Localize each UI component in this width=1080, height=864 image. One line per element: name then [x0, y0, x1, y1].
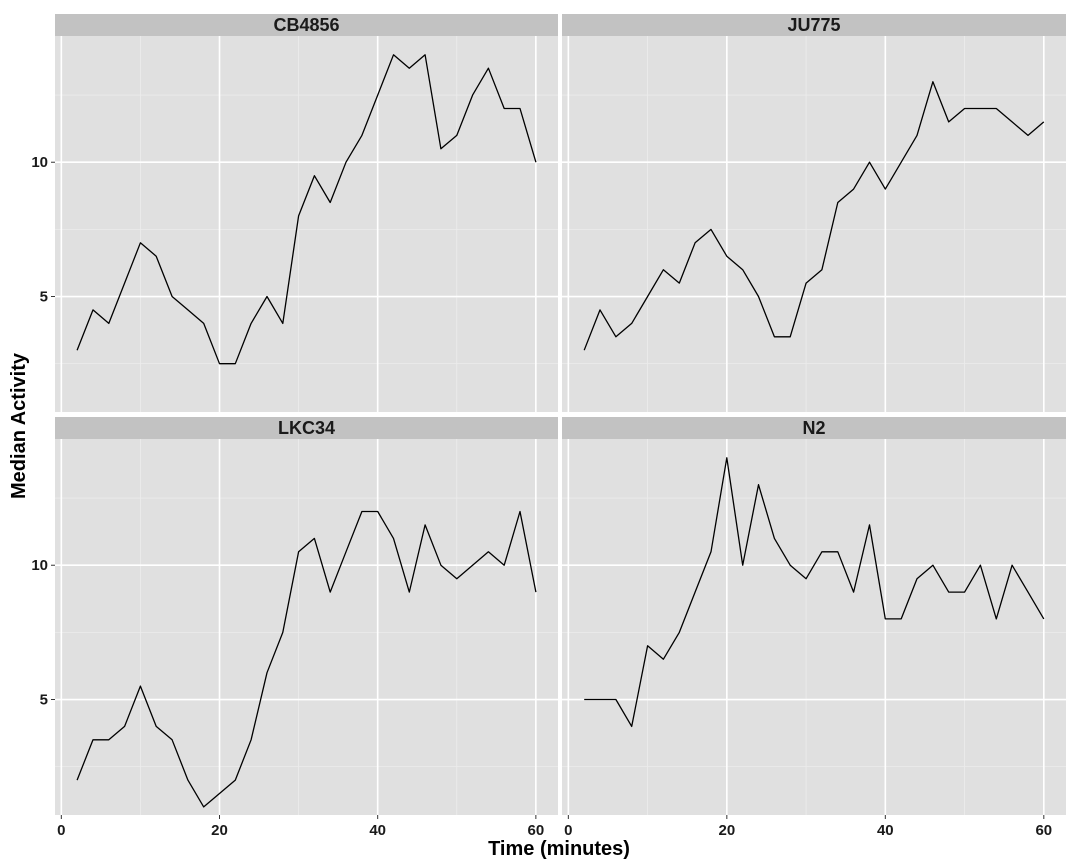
y-axis-title: Median Activity [8, 352, 30, 499]
panel-background [55, 439, 558, 815]
panel-background [562, 36, 1066, 412]
y-tick-label: 5 [40, 289, 48, 306]
series-line-lkc34 [76, 510, 537, 808]
x-tick-label: 40 [877, 822, 894, 839]
facet-n2: N2 0 20 40 60 [562, 417, 1066, 839]
series-line-cb4856 [76, 54, 537, 365]
y-tick-label: 10 [31, 557, 48, 574]
strip-background [562, 417, 1066, 439]
facet-lkc34: LKC34 5 10 0 20 40 60 [31, 417, 558, 839]
x-tick-label: 0 [57, 822, 65, 839]
strip-background [55, 417, 558, 439]
x-tick-label: 20 [211, 822, 228, 839]
strip-background [55, 14, 558, 36]
y-tick-label: 10 [31, 154, 48, 171]
facet-ju775: JU775 [562, 14, 1066, 412]
strip-label: N2 [802, 418, 825, 438]
x-tick-label: 20 [718, 822, 735, 839]
x-tick-label: 40 [369, 822, 386, 839]
facet-cb4856: CB4856 5 10 [31, 14, 558, 412]
x-tick-label: 60 [1035, 822, 1052, 839]
x-axis-title: Time (minutes) [488, 838, 630, 860]
panel-background [562, 439, 1066, 815]
strip-label: JU775 [787, 15, 840, 35]
y-tick-label: 5 [40, 692, 48, 709]
series-line-n2 [584, 457, 1045, 728]
facet-panels: CB4856 5 10 JU775 LKC34 5 10 0 20 40 60 N2 0 20 40 60 [31, 14, 1066, 839]
strip-background [562, 14, 1066, 36]
series-line-ju775 [583, 81, 1045, 351]
strip-label: LKC34 [278, 418, 335, 438]
x-tick-label: 0 [564, 822, 572, 839]
x-tick-label: 60 [528, 822, 545, 839]
strip-label: CB4856 [273, 15, 339, 35]
panel-background [55, 36, 558, 412]
